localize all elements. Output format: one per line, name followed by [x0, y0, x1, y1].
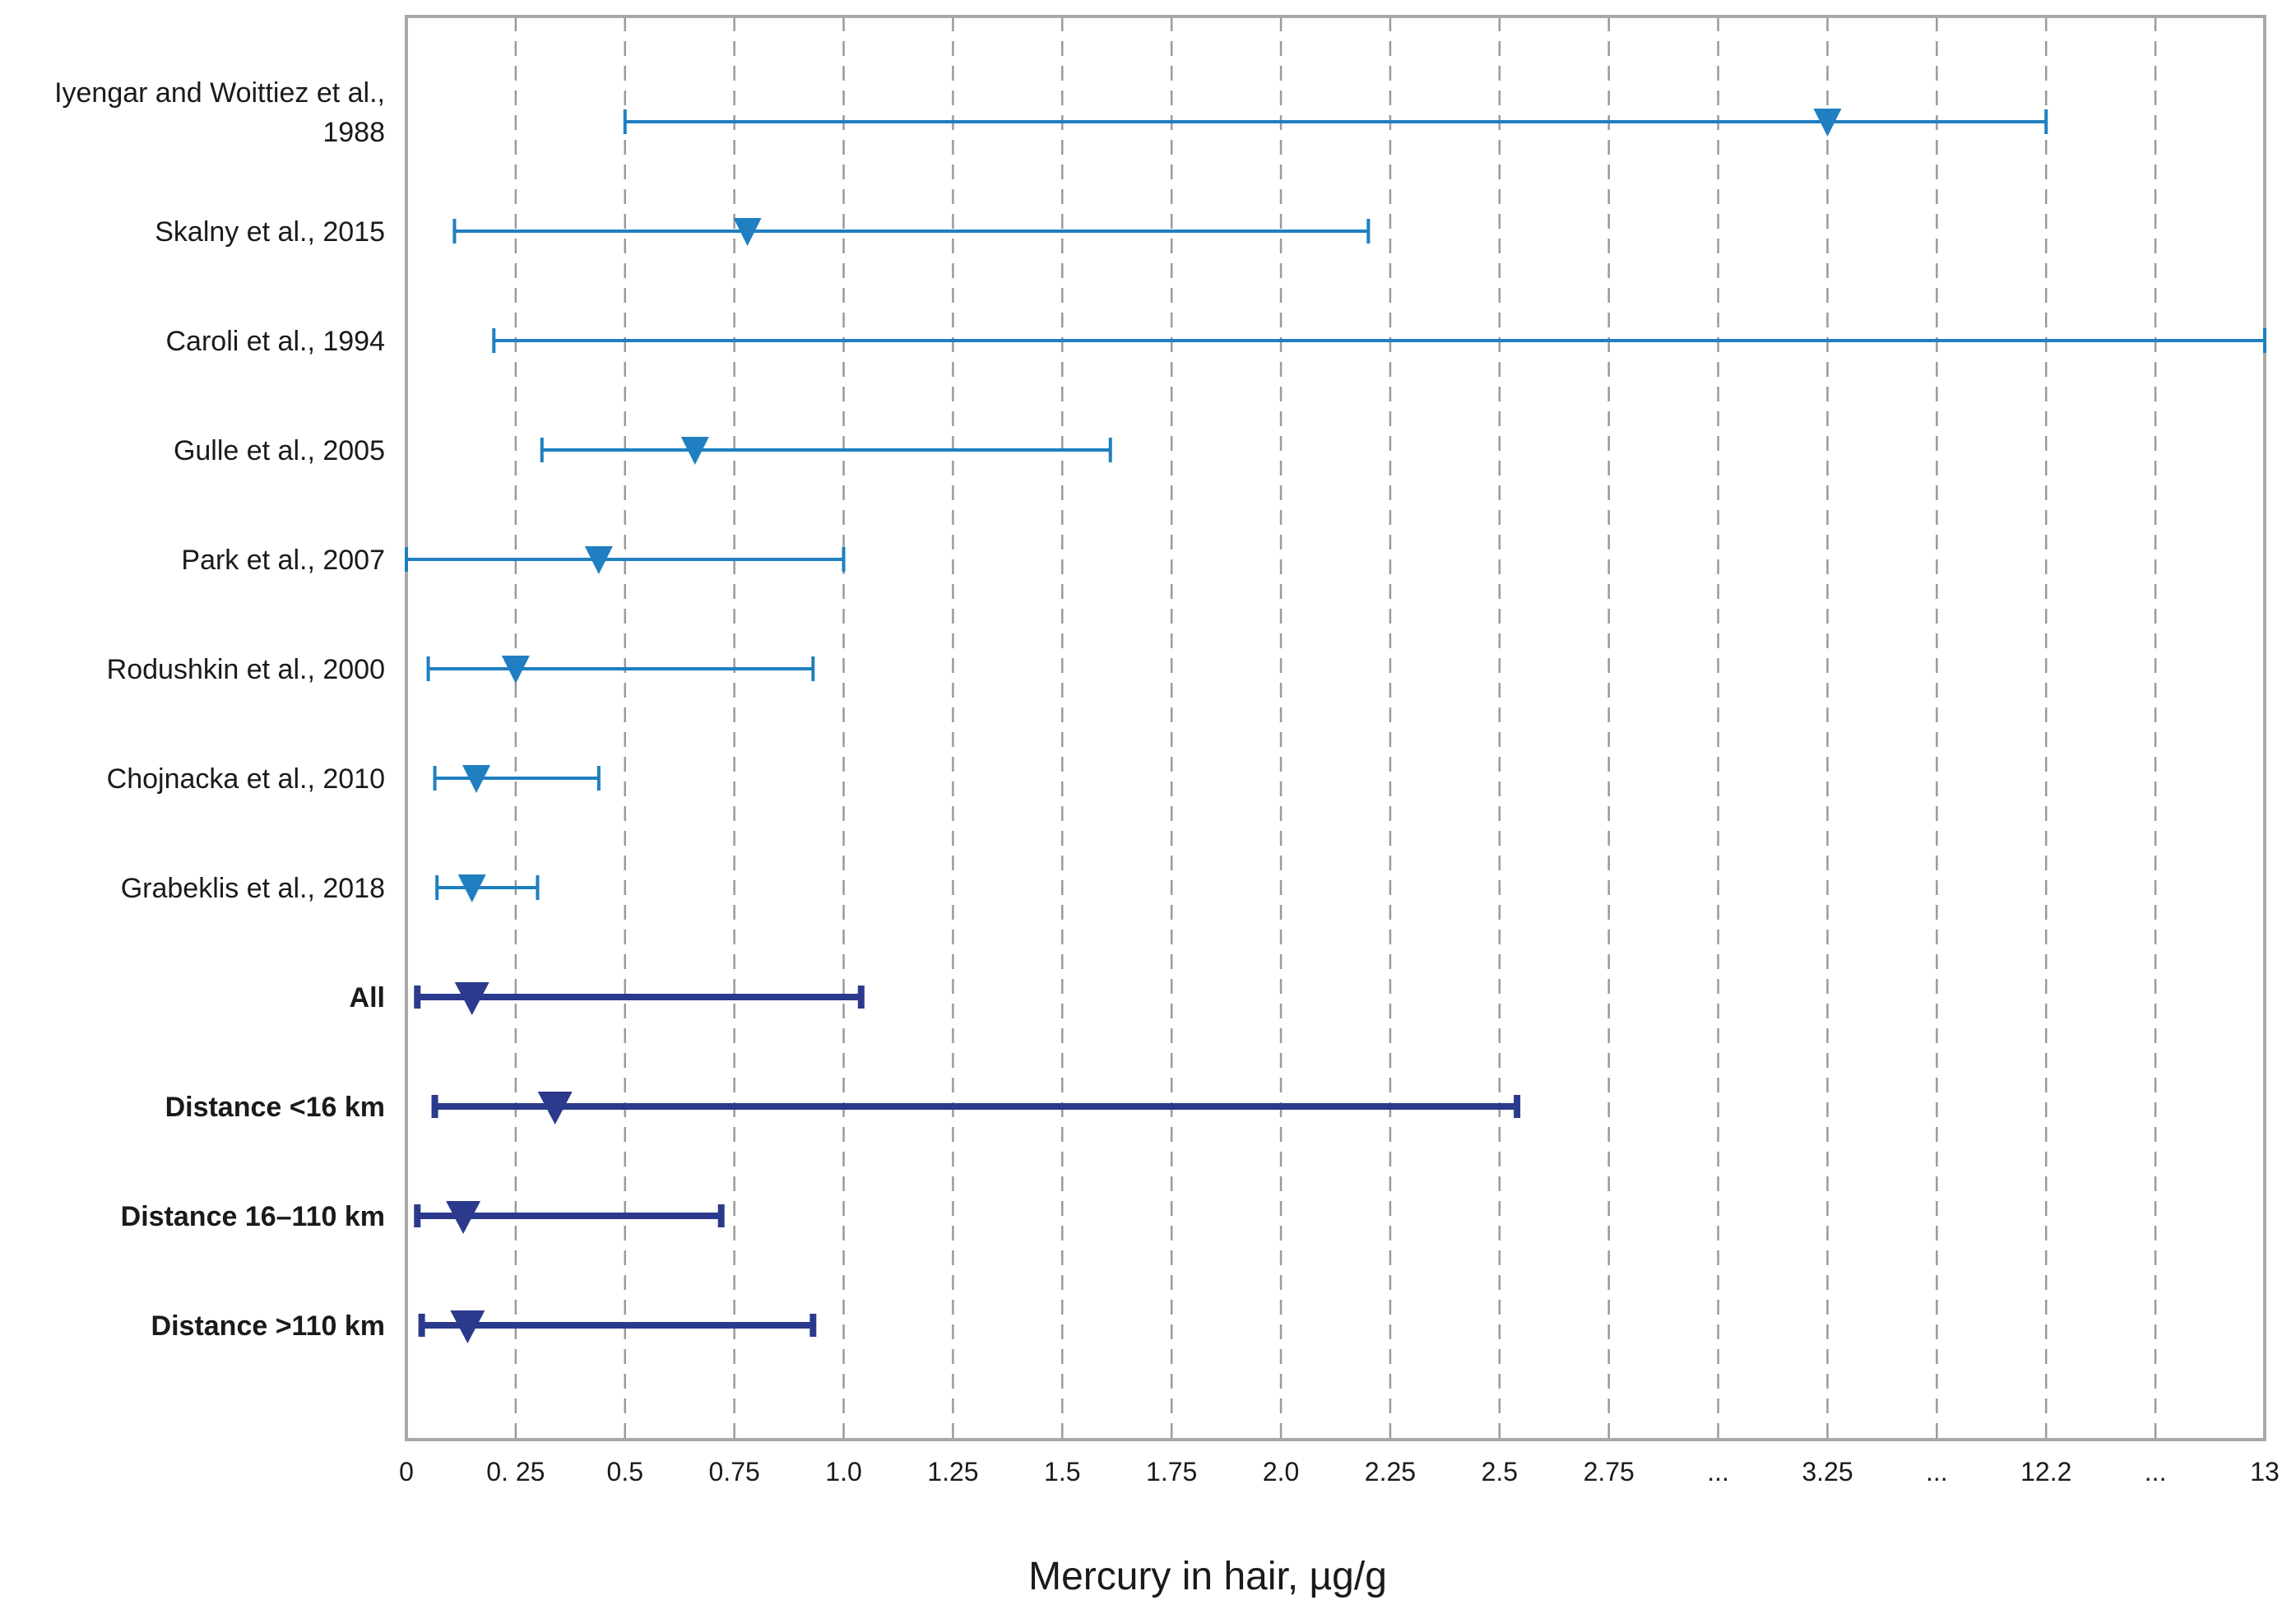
median-marker: [1813, 109, 1842, 137]
median-marker: [680, 437, 709, 465]
data-row: Rodushkin et al., 2000: [107, 654, 815, 685]
x-axis-title: Mercury in hair, µg/g: [1028, 1555, 1387, 1598]
x-tick-label: 2.75: [1584, 1457, 1635, 1486]
row-label: All: [350, 982, 385, 1013]
x-tick-label: 0.5: [607, 1457, 643, 1486]
median-marker: [450, 1310, 485, 1343]
x-tick-label: 13: [2250, 1457, 2280, 1486]
x-tick-label: 2.5: [1482, 1457, 1518, 1486]
data-row: All: [350, 982, 865, 1015]
median-marker: [462, 765, 491, 793]
x-axis-ticks: 0 0. 25 0.5 0.75 1.0 1.25 1.5 1.75 2.0 2.25 2.5 2.7…: [399, 1457, 2280, 1486]
x-tick-label: ...: [1926, 1457, 1948, 1486]
x-tick-label: 1.25: [927, 1457, 978, 1486]
x-tick-label: 3.25: [1802, 1457, 1853, 1486]
row-label: Rodushkin et al., 2000: [107, 654, 385, 685]
data-row: Distance >110 km: [151, 1310, 817, 1343]
data-row: Chojnacka et al., 2010: [107, 763, 601, 795]
plot-frame: [405, 15, 2266, 1441]
data-row: Distance 16–110 km: [121, 1201, 725, 1234]
median-marker: [454, 982, 489, 1015]
row-label: Chojnacka et al., 2010: [107, 763, 385, 795]
x-tick-label: 2.0: [1263, 1457, 1299, 1486]
row-label: Skalny et al., 2015: [155, 216, 385, 248]
data-row: Caroli et al., 1994: [166, 326, 2266, 357]
data-row: Grabeklis et al., 2018: [121, 873, 540, 904]
median-marker: [584, 546, 613, 574]
row-label: Distance >110 km: [151, 1310, 385, 1342]
row-label: 1988: [322, 117, 385, 148]
row-label: Grabeklis et al., 2018: [121, 873, 385, 904]
row-label: Park et al., 2007: [181, 545, 385, 576]
row-label: Iyengar and Woittiez et al.,: [54, 77, 385, 109]
x-tick-label: 2.25: [1365, 1457, 1416, 1486]
x-tick-label: ...: [1707, 1457, 1729, 1486]
row-label: Distance <16 km: [165, 1092, 385, 1123]
x-tick-label: ...: [2145, 1457, 2167, 1486]
vertical-gridlines: [514, 16, 2157, 1440]
row-label: Gulle et al., 2005: [174, 435, 385, 466]
median-marker: [457, 874, 486, 902]
row-label: Distance 16–110 km: [121, 1201, 385, 1232]
median-marker: [446, 1201, 481, 1234]
x-tick-label: 0: [399, 1457, 414, 1486]
x-tick-label: 1.5: [1044, 1457, 1080, 1486]
x-tick-label: 0. 25: [486, 1457, 545, 1486]
x-tick-label: 12.2: [2020, 1457, 2071, 1486]
median-marker: [501, 656, 530, 684]
data-row: Iyengar and Woittiez et al., 1988: [54, 77, 2048, 148]
row-label: Caroli et al., 1994: [166, 326, 386, 357]
data-row: Gulle et al., 2005: [174, 435, 1112, 466]
data-row: Skalny et al., 2015: [155, 216, 1371, 248]
data-row: Distance <16 km: [165, 1092, 1521, 1125]
x-tick-label: 1.75: [1146, 1457, 1197, 1486]
median-marker: [733, 218, 762, 246]
x-tick-label: 1.0: [825, 1457, 861, 1486]
x-tick-label: 0.75: [709, 1457, 760, 1486]
median-marker: [537, 1092, 573, 1125]
data-rows: Iyengar and Woittiez et al., 1988 Skalny e…: [54, 77, 2266, 1343]
data-row: Park et al., 2007: [181, 545, 846, 576]
